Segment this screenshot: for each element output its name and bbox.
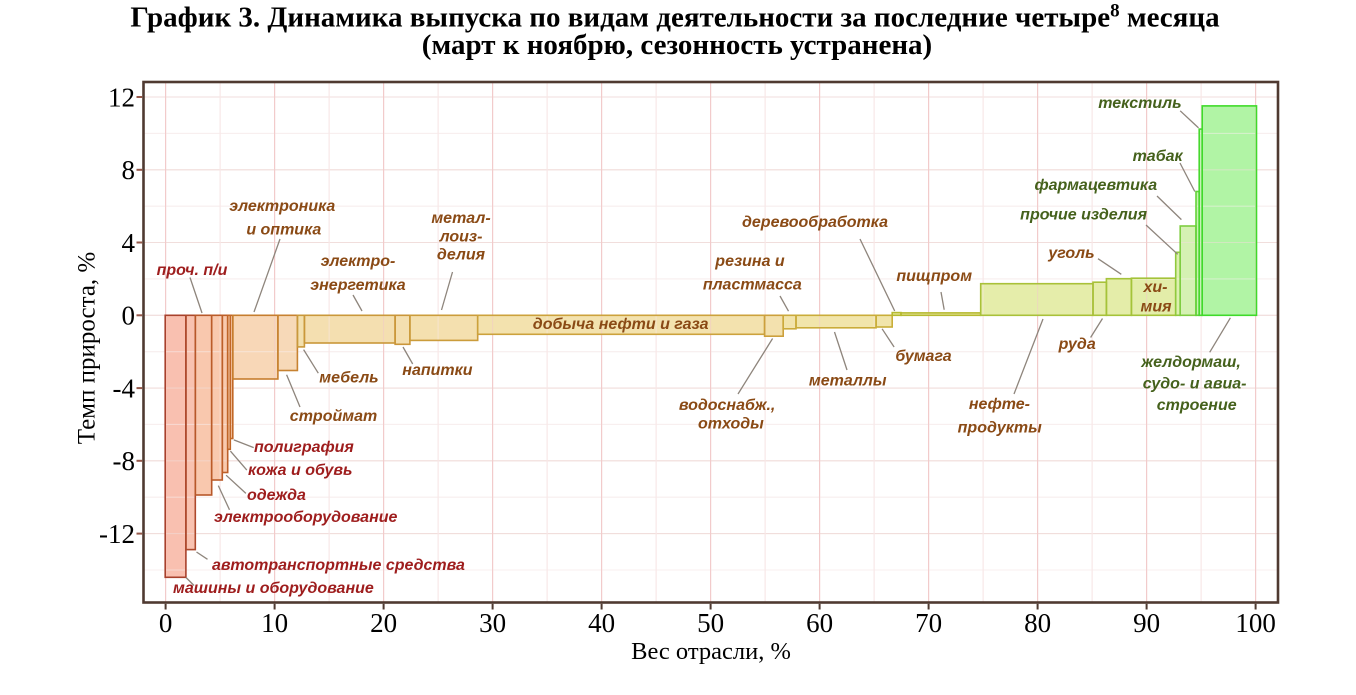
svg-text:табак: табак (1133, 148, 1184, 165)
svg-text:желдормаш,: желдормаш, (1140, 354, 1240, 371)
svg-text:кожа и обувь: кожа и обувь (248, 462, 353, 479)
svg-text:электроника: электроника (229, 198, 335, 215)
svg-text:уголь: уголь (1047, 245, 1094, 262)
svg-text:8: 8 (122, 155, 136, 185)
svg-text:одежда: одежда (247, 487, 306, 504)
svg-text:деревообработка: деревообработка (742, 214, 888, 231)
svg-text:20: 20 (370, 608, 397, 638)
svg-text:автотранспортные средства: автотранспортные средства (212, 557, 465, 574)
svg-text:добыча нефти и газа: добыча нефти и газа (533, 316, 709, 333)
svg-text:90: 90 (1133, 608, 1160, 638)
svg-text:делия: делия (437, 247, 486, 264)
svg-text:40: 40 (588, 608, 615, 638)
svg-text:руда: руда (1058, 336, 1096, 353)
svg-text:продукты: продукты (958, 420, 1042, 437)
svg-text:-8: -8 (113, 446, 136, 476)
svg-text:электрооборудование: электрооборудование (214, 509, 398, 526)
svg-text:График 3. Динамика выпуска по: График 3. Динамика выпуска по видам деят… (130, 1, 1220, 34)
svg-text:строймат: строймат (290, 408, 377, 425)
svg-text:отходы: отходы (698, 416, 764, 433)
svg-text:машины и оборудование: машины и оборудование (173, 580, 374, 597)
svg-text:мия: мия (1140, 299, 1172, 316)
svg-text:текстиль: текстиль (1098, 95, 1181, 112)
svg-text:водоснабж.,: водоснабж., (679, 397, 776, 414)
svg-text:70: 70 (915, 608, 942, 638)
svg-text:-12: -12 (99, 519, 135, 549)
svg-text:и оптика: и оптика (246, 222, 321, 239)
svg-text:лоиз-: лоиз- (439, 228, 483, 245)
svg-text:50: 50 (697, 608, 724, 638)
svg-text:нефте-: нефте- (969, 396, 1030, 413)
svg-text:резина и: резина и (714, 253, 785, 270)
svg-text:энергетика: энергетика (310, 277, 406, 294)
svg-text:прочие изделия: прочие изделия (1020, 207, 1147, 224)
svg-text:30: 30 (479, 608, 506, 638)
svg-text:Вес отрасли, %: Вес отрасли, % (631, 638, 791, 665)
svg-text:10: 10 (261, 608, 288, 638)
svg-text:строение: строение (1157, 397, 1237, 414)
svg-text:пищпром: пищпром (896, 268, 972, 285)
svg-text:электро-: электро- (321, 253, 396, 270)
svg-text:Темп прироста, %: Темп прироста, % (74, 252, 101, 445)
svg-text:-4: -4 (113, 373, 136, 403)
svg-text:100: 100 (1235, 608, 1276, 638)
svg-text:60: 60 (806, 608, 833, 638)
svg-text:метал-: метал- (431, 210, 490, 227)
svg-text:12: 12 (108, 82, 135, 112)
svg-text:бумага: бумага (895, 348, 951, 365)
svg-text:4: 4 (122, 228, 136, 258)
svg-text:мебель: мебель (319, 370, 378, 387)
svg-text:0: 0 (122, 301, 136, 331)
svg-text:(март к ноябрю, сезонность уст: (март к ноябрю, сезонность устранена) (422, 29, 932, 61)
svg-text:судо- и авиа-: судо- и авиа- (1143, 376, 1247, 393)
svg-text:пластмасса: пластмасса (703, 277, 802, 294)
svg-text:хи-: хи- (1143, 279, 1168, 296)
svg-text:0: 0 (159, 608, 173, 638)
svg-text:проч. п/и: проч. п/и (157, 262, 228, 279)
svg-text:напитки: напитки (402, 362, 472, 379)
svg-text:80: 80 (1024, 608, 1051, 638)
svg-text:металлы: металлы (809, 373, 887, 390)
svg-text:полиграфия: полиграфия (254, 439, 354, 456)
svg-text:фармацевтика: фармацевтика (1034, 177, 1157, 194)
